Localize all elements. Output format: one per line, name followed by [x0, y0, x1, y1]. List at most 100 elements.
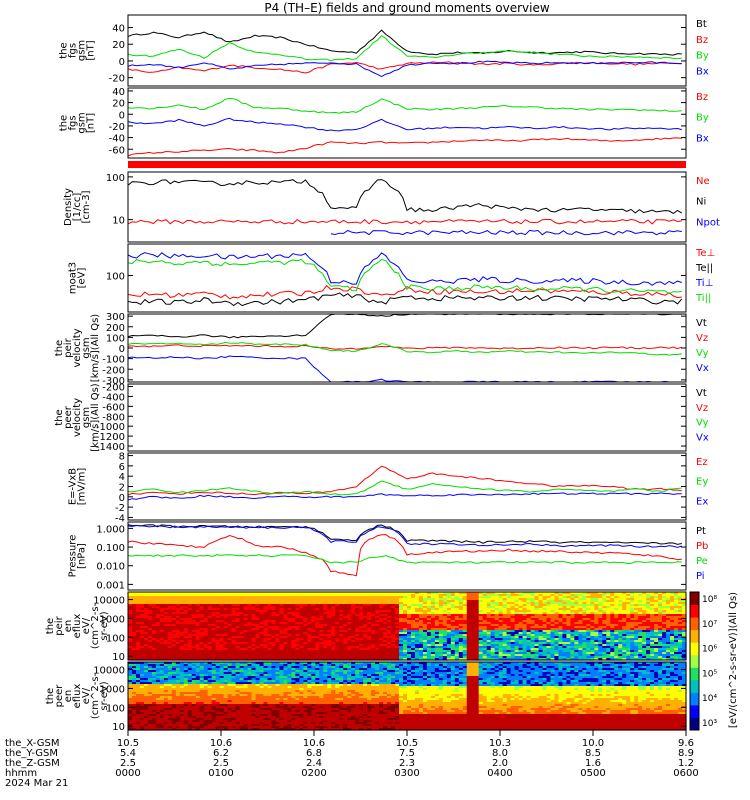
panel-frame: [127, 591, 687, 661]
colorbar-tick: 10⁶: [702, 645, 717, 655]
y-tick-label: 0: [119, 57, 125, 68]
y-tick-label: -20: [109, 74, 125, 85]
colorbar-segment: [690, 629, 699, 643]
y-axis-label: eV/: [81, 687, 92, 704]
colorbar-tick: 10⁸: [702, 595, 717, 605]
y-tick-label: -60: [109, 145, 125, 156]
y-axis-label: (cm^2-s-: [90, 672, 101, 719]
y-tick-label: -20: [109, 122, 125, 133]
x-row-label: the_Z-GSM: [5, 758, 60, 769]
series-Bx: [127, 117, 682, 132]
y-axis-label: the: [54, 340, 65, 356]
series-Pi: [127, 524, 682, 548]
z-gsm-value: 2.3: [399, 758, 415, 769]
z-gsm-value: 2.5: [213, 758, 229, 769]
y-tick-label: -40: [109, 134, 125, 145]
y-axis-label: Density: [63, 188, 74, 226]
y-gsm-value: 7.5: [399, 748, 415, 759]
colorbar-segment: [690, 717, 699, 731]
legend-entry-Vz: Vz: [696, 403, 708, 414]
y-tick-label: -400: [102, 392, 125, 403]
series-Te⊥: [127, 284, 682, 300]
y-axis-label: moat3: [68, 262, 79, 294]
series-By: [127, 34, 682, 62]
legend-entry-Vz: Vz: [696, 333, 708, 344]
time-tick-label: 0500: [580, 768, 605, 779]
series-Pt: [127, 524, 682, 545]
y-axis-label: [nT]: [86, 113, 97, 133]
panel-frame: [127, 14, 687, 87]
y-axis-label: en: [63, 620, 74, 633]
legend-entry-Ez: Ez: [696, 457, 708, 468]
separator-bar: [128, 161, 686, 168]
panel-frame: [127, 383, 687, 452]
series-Ni: [127, 179, 683, 214]
y-axis-label: [1/cc]: [72, 193, 83, 222]
x-gsm-value: 10.5: [117, 738, 139, 749]
panel-peir_eflux: 10000 1000 100 10 thepeirenefluxeV/(cm^2-s-s…: [45, 591, 687, 663]
y-axis-label: peir: [63, 337, 74, 357]
legend-entry-Vx: Vx: [696, 432, 709, 443]
y-axis-label: sr-eV): [99, 681, 110, 710]
y-axis-label: peir: [54, 615, 65, 635]
legend-entry-Vx: Vx: [696, 363, 709, 374]
series-Vz: [127, 344, 682, 350]
y-axis-label: the: [59, 115, 70, 131]
y-axis-label: eV/: [81, 617, 92, 634]
series-Ne: [127, 218, 682, 225]
colorbar-segment: [690, 642, 699, 656]
colorbar-segment: [690, 667, 699, 681]
x-row-label: the_Y-GSM: [5, 748, 58, 759]
series-Bt: [127, 29, 682, 56]
y-axis-label: [km/s](All Qs): [90, 383, 101, 451]
y-axis-label: the: [45, 688, 56, 704]
y-tick-label: 6: [119, 462, 125, 473]
y-gsm-value: 5.4: [120, 748, 136, 759]
series-Pe: [127, 554, 682, 564]
y-axis-label: [cm-3]: [81, 190, 92, 223]
time-tick-label: 0600: [673, 768, 698, 779]
y-axis-label: [nPa]: [77, 543, 88, 569]
colorbar-segment: [690, 604, 699, 618]
y-tick-label: 100: [106, 633, 125, 644]
y-axis-label: (cm^2-s-: [90, 602, 101, 649]
x-gsm-value: 10.3: [489, 738, 511, 749]
y-axis-label: sr-eV): [99, 611, 110, 640]
y-tick-label: 0: [119, 344, 125, 355]
z-gsm-value: 1.2: [678, 758, 694, 769]
y-gsm-value: 8.0: [492, 748, 508, 759]
y-tick-label: 2: [119, 483, 125, 494]
y-tick-label: 10: [112, 652, 125, 663]
y-tick-label: 100: [106, 333, 125, 344]
series-Vx: [127, 355, 682, 383]
colorbar-tick: 10⁵: [702, 669, 717, 679]
x-gsm-value: 10.0: [582, 738, 604, 749]
y-tick-label: -800: [102, 412, 125, 423]
x-gsm-value: 10.6: [303, 738, 325, 749]
series-Vy: [127, 341, 682, 356]
legend-entry-Npot: Npot: [696, 217, 720, 228]
series-Vt: [127, 313, 682, 339]
y-axis-label: peer: [54, 684, 65, 708]
legend-entry-Vt: Vt: [696, 318, 707, 329]
panel-frame: [127, 87, 687, 159]
panel-pressure: 1.000 0.100 0.010 0.001 Pressure[nPa] Pt Pb Pe P…: [68, 521, 708, 591]
y-tick-label: 10000: [93, 596, 125, 607]
y-tick-label: 0: [119, 493, 125, 504]
y-tick-label: 0.100: [96, 543, 125, 554]
y-axis-label: gsm: [81, 407, 92, 428]
panel-peer_velocity: -200-400-600-800-1000-1200-1400 thepeerve…: [54, 382, 709, 453]
legend-entry-Vy: Vy: [696, 348, 709, 359]
y-axis-label: [eV]: [77, 268, 88, 289]
y-tick-label: 300: [106, 312, 125, 323]
legend-entry-Bx: Bx: [696, 133, 709, 144]
panel-frame: [127, 521, 687, 591]
legend-entry-Ne: Ne: [696, 176, 710, 187]
y-axis-label: fgs: [68, 115, 79, 130]
y-axis-label: the: [59, 42, 70, 58]
z-gsm-value: 1.6: [585, 758, 601, 769]
x-gsm-value: 10.5: [396, 738, 418, 749]
y-tick-label: 20: [112, 40, 125, 51]
